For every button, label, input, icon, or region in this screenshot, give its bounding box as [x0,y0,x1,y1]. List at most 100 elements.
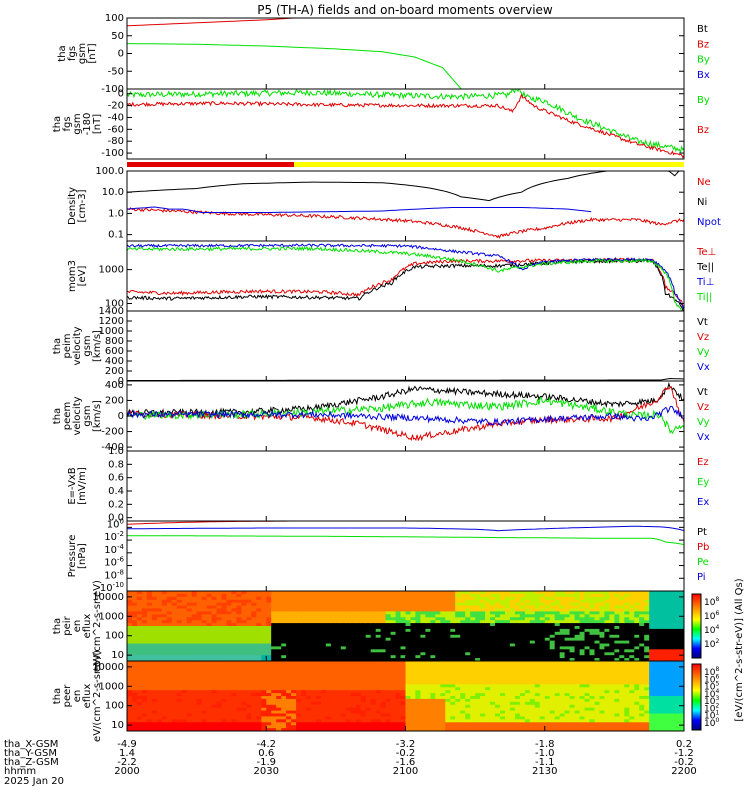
panel-7: 10010-210-410-610-810-10Pressure[nPa]PtP… [67,517,709,594]
xaxis-value-3-1: 2030 [254,766,279,777]
ytick-label-7-2: 10-4 [104,543,124,556]
legend-6-0: Ez [697,457,709,468]
ytick-label-9-2: 100 [105,701,124,712]
legend-7-3: Pi [697,572,706,583]
ytick-label-2-0: 100.0 [95,166,124,177]
legend-4-2: Vy [697,347,710,358]
colorbar-label: [eV/(cm^2-s-str-eV)] (All Qs) [734,578,745,721]
ytick-label-6-4: 0.2 [108,499,124,510]
ytick-label-8-2: 100 [105,631,124,642]
ytick-label-0-0: 100 [105,13,124,24]
series-line-5-3 [127,406,684,425]
legend-3-0: Te⊥ [696,247,716,258]
ytick-label-9-3: 10 [111,720,124,731]
legend-6-2: Ex [697,497,709,508]
colorbar-tick-0-1: 106 [704,610,719,622]
ytick-label-1-0: 0 [118,89,124,100]
legend-1-1: Bz [697,125,709,136]
xaxis-value-3-3: 2130 [532,766,557,777]
panel-frame-7 [127,521,684,591]
ytick-label-7-0: 100 [107,517,124,530]
series-line-7-2 [127,536,684,545]
ytick-label-5-3: -200 [101,427,124,438]
panel-frame-2 [127,171,684,241]
legend-2-2: Npot [697,217,721,228]
spectrogram-9 [127,661,685,732]
ytick-label-6-1: 0.8 [108,459,124,470]
legend-3-1: Te|| [696,262,714,273]
series-line-0-2 [127,44,461,89]
ylabel-6-1: [mV/m] [77,467,88,505]
series-group-7 [127,521,684,545]
series-group-3 [127,244,684,315]
legend-4-3: Vx [697,362,710,373]
ylabel-4-4: [km/s] [92,330,103,362]
ylabel-1-4: [nT] [92,114,103,134]
series-line-0-1 [127,18,294,26]
legend-0-1: Bz [697,39,709,50]
colorbar-tick-0-0: 108 [704,596,719,608]
legend-0-0: Bt [697,24,708,35]
colorbar-tick-1-7: 100 [704,717,719,729]
ytick-label-7-3: 10-6 [104,556,124,569]
colorbar-tick-0-2: 104 [704,624,719,636]
panel-frame-6 [127,451,684,521]
ylabel-5-4: [km/s] [92,400,103,432]
ytick-label-3-0: 1000 [99,265,124,276]
legend-2-1: Ni [697,197,707,208]
series-group-5 [127,384,684,440]
series-group-2 [127,167,684,238]
series-group-0 [127,18,461,89]
ytick-label-0-3: -50 [108,66,124,77]
ylabel-9-4: eV/(cm^2-s-sr-eV) [92,650,103,742]
ylabel-0-3: [nT] [87,43,98,63]
series-line-3-0 [127,258,684,306]
ytick-label-1-2: -40 [108,112,124,123]
colorbar-tick-0-3: 102 [704,638,719,650]
legend-2-0: Ne [697,177,711,188]
colorbar-0 [692,594,701,658]
xaxis-date: 2025 Jan 20 [4,776,64,787]
ytick-label-5-0: 400 [105,380,124,391]
mode-bar-seg-1 [294,162,684,167]
ytick-label-6-3: 0.4 [108,486,124,497]
legend-7-2: Pe [697,557,709,568]
mode-bar-seg-0 [127,162,294,167]
series-line-2-1 [127,167,684,200]
legend-5-1: Vz [697,402,709,413]
xaxis-value-3-4: 2200 [671,766,696,777]
ytick-label-6-0: 1.0 [108,446,124,457]
legend-5-3: Vx [697,432,710,443]
panel-frame-4 [127,311,684,381]
ytick-label-8-3: 10 [111,650,124,661]
legend-7-1: Pb [697,542,709,553]
ylabel-2-1: [cm-3] [77,189,88,222]
ytick-label-2-2: 1.0 [108,208,124,219]
series-group-1 [127,87,684,157]
spectrogram-8 [127,591,685,662]
ytick-label-0-1: 50 [111,31,124,42]
legend-7-0: Pt [697,527,707,538]
series-line-2-2 [127,207,591,213]
legend-6-1: Ey [697,477,709,488]
ytick-label-1-3: -60 [108,124,124,135]
legend-5-2: Vy [697,417,710,428]
ytick-label-7-1: 10-2 [104,530,124,543]
ytick-label-0-2: 0 [118,49,124,60]
xaxis-value-3-2: 2100 [393,766,418,777]
legend-3-2: Ti⊥ [696,277,714,288]
legend-0-2: By [697,55,710,66]
series-line-3-3 [127,247,684,315]
legend-0-3: Bx [697,70,710,81]
ytick-label-7-4: 10-8 [104,568,124,581]
ytick-label-6-2: 0.6 [108,473,124,484]
